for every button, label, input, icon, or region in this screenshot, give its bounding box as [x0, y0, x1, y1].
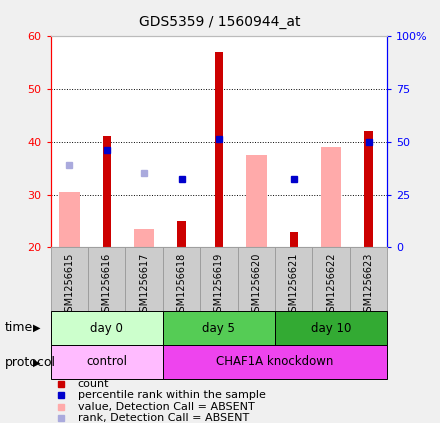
- Text: protocol: protocol: [4, 356, 55, 369]
- Text: day 5: day 5: [202, 321, 235, 335]
- Bar: [163, 345, 387, 379]
- Bar: [103, 136, 111, 247]
- Text: GSM1256617: GSM1256617: [139, 253, 149, 318]
- Bar: [350, 247, 387, 311]
- Text: GSM1256618: GSM1256618: [176, 253, 187, 318]
- Text: day 0: day 0: [90, 321, 123, 335]
- Text: ▶: ▶: [33, 323, 40, 333]
- Text: CHAF1A knockdown: CHAF1A knockdown: [216, 355, 334, 368]
- Text: day 10: day 10: [311, 321, 351, 335]
- Bar: [134, 229, 154, 247]
- Bar: [200, 247, 238, 311]
- Bar: [177, 221, 186, 247]
- Bar: [88, 247, 125, 311]
- Text: rank, Detection Call = ABSENT: rank, Detection Call = ABSENT: [78, 413, 249, 423]
- Bar: [59, 192, 80, 247]
- Bar: [215, 52, 223, 247]
- Text: GSM1256615: GSM1256615: [64, 253, 74, 318]
- Text: GSM1256622: GSM1256622: [326, 253, 336, 318]
- Bar: [163, 247, 200, 311]
- Text: count: count: [78, 379, 109, 389]
- Bar: [238, 247, 275, 311]
- Bar: [125, 247, 163, 311]
- Bar: [275, 311, 387, 345]
- Bar: [275, 247, 312, 311]
- Text: percentile rank within the sample: percentile rank within the sample: [78, 390, 266, 400]
- Bar: [246, 155, 267, 247]
- Text: control: control: [86, 355, 127, 368]
- Text: value, Detection Call = ABSENT: value, Detection Call = ABSENT: [78, 401, 254, 412]
- Text: GSM1256623: GSM1256623: [363, 253, 374, 318]
- Bar: [51, 345, 163, 379]
- Text: GSM1256619: GSM1256619: [214, 253, 224, 318]
- Text: GSM1256616: GSM1256616: [102, 253, 112, 318]
- Text: GSM1256621: GSM1256621: [289, 253, 299, 318]
- Bar: [51, 247, 88, 311]
- Bar: [51, 311, 163, 345]
- Text: ▶: ▶: [33, 357, 40, 368]
- Text: GDS5359 / 1560944_at: GDS5359 / 1560944_at: [139, 15, 301, 29]
- Bar: [321, 147, 341, 247]
- Bar: [163, 311, 275, 345]
- Text: time: time: [4, 321, 33, 334]
- Bar: [290, 232, 298, 247]
- Text: GSM1256620: GSM1256620: [251, 253, 261, 318]
- Bar: [364, 131, 373, 247]
- Bar: [312, 247, 350, 311]
